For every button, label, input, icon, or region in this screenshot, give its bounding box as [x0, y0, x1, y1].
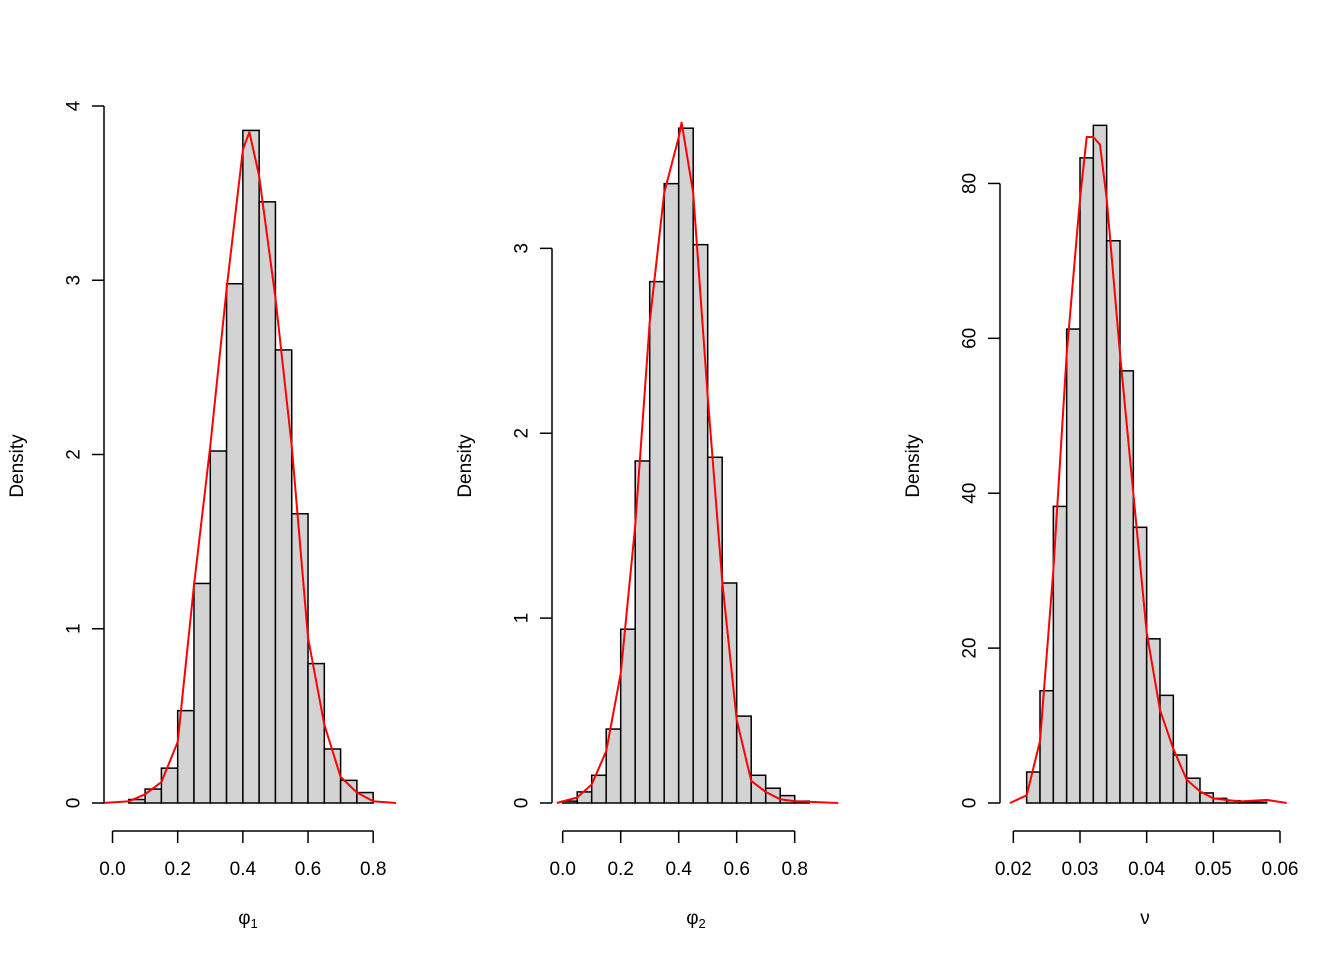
histogram-bar — [1119, 370, 1135, 804]
y-axis-title: Density — [903, 434, 924, 498]
histogram-bar — [1145, 638, 1161, 804]
histogram-bar — [242, 129, 260, 804]
y-axis-title: Density — [455, 434, 476, 498]
y-tick-label: 3 — [64, 275, 85, 286]
x-tick-label: 0.03 — [1062, 859, 1099, 880]
histogram-bar — [160, 767, 179, 804]
x-axis-title: ν — [1140, 908, 1150, 929]
histogram-bar — [1079, 157, 1095, 804]
histogram-bar — [258, 201, 277, 804]
histogram-bar — [290, 512, 309, 804]
histogram-bar — [323, 748, 342, 804]
y-tick-label: 60 — [960, 328, 981, 349]
y-tick-label: 80 — [960, 173, 981, 194]
x-tick-label: 0.2 — [164, 859, 190, 880]
x-axis-title: φ2 — [686, 908, 706, 931]
x-tick-label: 0.6 — [295, 859, 321, 880]
histogram-bar — [634, 460, 651, 804]
y-tick-label: 0 — [64, 798, 85, 809]
y-tick-label: 40 — [960, 483, 981, 504]
histogram-bar — [1092, 124, 1108, 804]
density-curve — [1009, 136, 1287, 804]
y-tick-label: 2 — [64, 449, 85, 460]
y-axis-title: Density — [7, 434, 28, 498]
histogram-bar — [648, 280, 665, 804]
x-tick-label: 0.8 — [360, 859, 386, 880]
histogram-panel-nu: Density ν 0 20 40 60 80 0.02 0.03 0.04 0.05 0.06 — [903, 124, 1299, 929]
histogram-panel-phi2: Density φ2 0 1 2 3 0.0 0.2 0.4 0.6 0.8 — [455, 121, 839, 931]
x-tick-label: 0.4 — [665, 859, 692, 880]
density-curve — [102, 131, 397, 804]
x-tick-label: 0.0 — [99, 859, 125, 880]
y-tick-label: 2 — [512, 428, 533, 439]
density-curve — [556, 121, 839, 804]
histogram-bar — [576, 791, 593, 804]
histogram-bar — [721, 582, 738, 804]
histogram-bar — [692, 243, 709, 804]
x-tick-label: 0.06 — [1262, 859, 1299, 880]
histogram-bar — [1065, 328, 1081, 804]
histogram-bar — [209, 450, 228, 804]
histogram-bar — [677, 127, 694, 804]
x-tick-label: 0.2 — [607, 859, 633, 880]
histogram-bar — [225, 282, 244, 804]
histogram-bar — [663, 182, 680, 804]
y-tick-label: 20 — [960, 638, 981, 659]
histogram-bar — [706, 456, 723, 804]
x-tick-label: 0.02 — [995, 859, 1032, 880]
histogram-bar — [144, 788, 163, 804]
y-tick-label: 1 — [512, 613, 533, 624]
y-tick-label: 1 — [64, 623, 85, 634]
histogram-bar — [1159, 694, 1175, 804]
x-tick-label: 0.6 — [723, 859, 749, 880]
x-tick-label: 0.05 — [1195, 859, 1232, 880]
y-tick-label: 0 — [960, 798, 981, 809]
histogram-panel-phi1: Density φ1 0 1 2 3 4 0.0 0.2 0.4 0.6 0.8 — [7, 100, 397, 931]
histogram-bar — [193, 582, 212, 804]
x-axis-title: φ1 — [238, 908, 258, 931]
x-tick-label: 0.8 — [781, 859, 807, 880]
y-tick-label: 0 — [512, 798, 533, 809]
x-tick-label: 0.0 — [549, 859, 575, 880]
x-tick-label: 0.04 — [1128, 859, 1165, 880]
x-tick-label: 0.4 — [230, 859, 257, 880]
y-tick-label: 3 — [512, 243, 533, 254]
y-tick-label: 4 — [64, 100, 85, 111]
histogram-bar — [1252, 801, 1268, 804]
